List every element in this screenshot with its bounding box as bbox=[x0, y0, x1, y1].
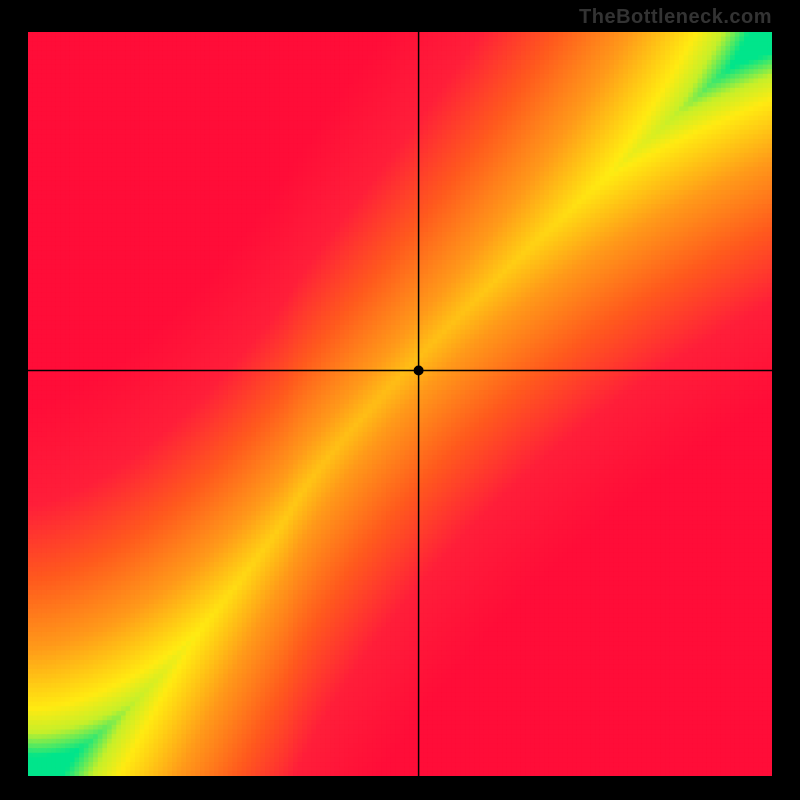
watermark-text: TheBottleneck.com bbox=[579, 6, 772, 29]
chart-container: TheBottleneck.com bbox=[0, 0, 800, 800]
bottleneck-heatmap bbox=[28, 32, 772, 776]
plot-frame bbox=[28, 32, 772, 776]
